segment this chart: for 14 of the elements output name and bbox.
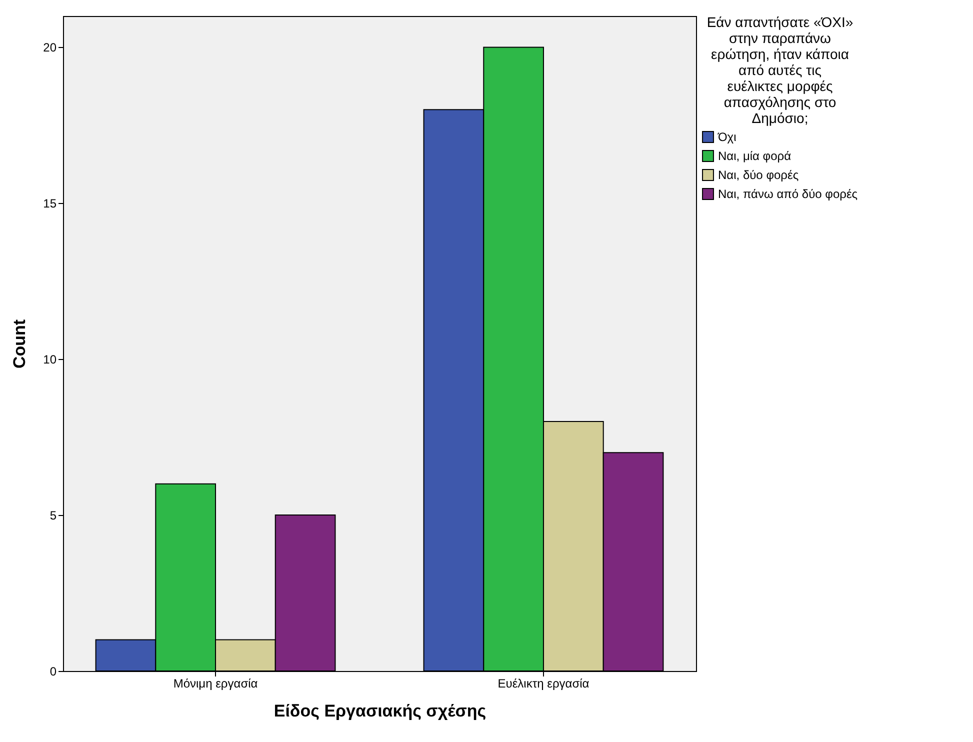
y-tick-label: 15 <box>43 196 57 211</box>
x-tick-label: Μόνιμη εργασία <box>173 676 258 690</box>
y-tick-label: 10 <box>43 352 57 367</box>
y-tick-label: 5 <box>50 508 57 523</box>
y-axis-title: Count <box>10 319 30 369</box>
x-axis-title: Είδος Εργασιακής σχέσης <box>274 702 486 720</box>
legend-title: Εάν απαντήσατε «ΌΧΙ» στην παραπάνω ερώτηση, ήταν κάποια από αυτές τις ευέλικτες μορφές απασχόλησης στο Δημόσιο; <box>706 14 854 126</box>
legend-label: Όχι <box>717 130 737 144</box>
x-tick-label: Ευέλικτη εργασία <box>498 676 590 690</box>
y-tick-label: 20 <box>43 40 57 55</box>
legend-label: Ναι, μία φορά <box>718 149 792 163</box>
legend-label: Ναι, δύο φορές <box>718 168 799 182</box>
legend-label: Ναι, πάνω από δύο φορές <box>718 187 858 201</box>
y-tick-label: 0 <box>50 664 57 678</box>
